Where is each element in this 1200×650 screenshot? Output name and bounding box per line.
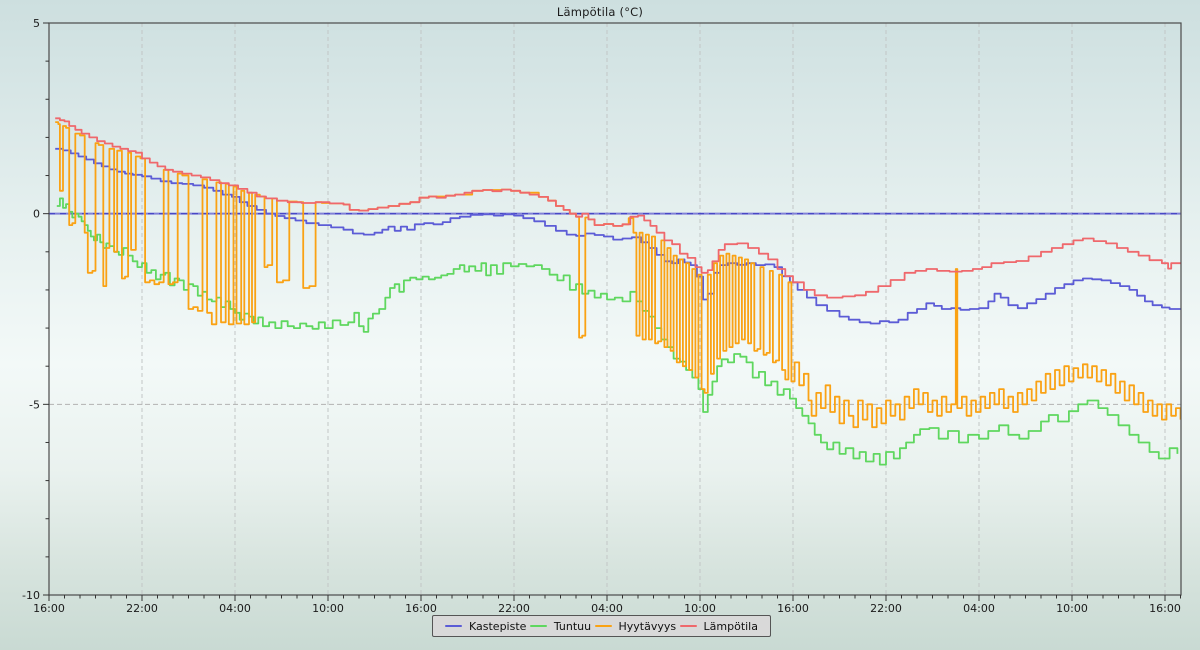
legend-label-lampotila: Lämpötila: [703, 619, 758, 633]
series-line-kastepiste: [55, 147, 1182, 325]
chart-legend: Kastepiste Tuntuu Hyytävyys Lämpötila: [432, 615, 771, 637]
tuntuu-line-swatch-icon: [529, 624, 547, 628]
y-tick-label: 0: [33, 208, 40, 221]
legend-label-kastepiste: Kastepiste: [469, 619, 527, 633]
kastepiste-line-swatch-icon: [445, 624, 462, 628]
x-tick-label: 22:00: [498, 602, 530, 615]
x-tick-label: 16:00: [777, 602, 809, 615]
chart-title: Lämpötila (°C): [556, 5, 644, 19]
lampotila-line-swatch-icon: [679, 624, 697, 628]
x-tick-label: 04:00: [219, 602, 251, 615]
series-line-tuntuu: [56, 197, 1179, 466]
hyytavyys-line-swatch-icon: [594, 624, 612, 628]
x-tick-label: 22:00: [126, 602, 158, 615]
legend-item-lampotila: Lämpötila: [679, 619, 758, 633]
legend-item-hyytavyys: Hyytävyys: [594, 619, 677, 633]
x-tick-label: 22:00: [870, 602, 902, 615]
series-line-lämpötila: [55, 117, 1182, 299]
legend-item-tuntuu: Tuntuu: [529, 619, 592, 633]
legend-label-tuntuu: Tuntuu: [553, 619, 592, 633]
plot-frame: [48, 22, 1182, 596]
x-tick-label: 10:00: [1056, 602, 1088, 615]
x-tick-label: 04:00: [591, 602, 623, 615]
x-tick-label: 10:00: [684, 602, 716, 615]
x-tick-label: 16:00: [33, 602, 65, 615]
legend-label-hyytavyys: Hyytävyys: [618, 619, 677, 633]
x-tick-label: 16:00: [405, 602, 437, 615]
y-tick-label: 5: [33, 17, 40, 30]
x-tick-label: 16:00: [1149, 602, 1181, 615]
x-tick-label: 10:00: [312, 602, 344, 615]
series-line-hyytävyys: [55, 121, 1182, 429]
legend-item-kastepiste: Kastepiste: [445, 620, 526, 633]
y-tick-label: -10: [22, 589, 40, 602]
x-tick-label: 04:00: [963, 602, 995, 615]
y-tick-label: -5: [29, 398, 40, 411]
